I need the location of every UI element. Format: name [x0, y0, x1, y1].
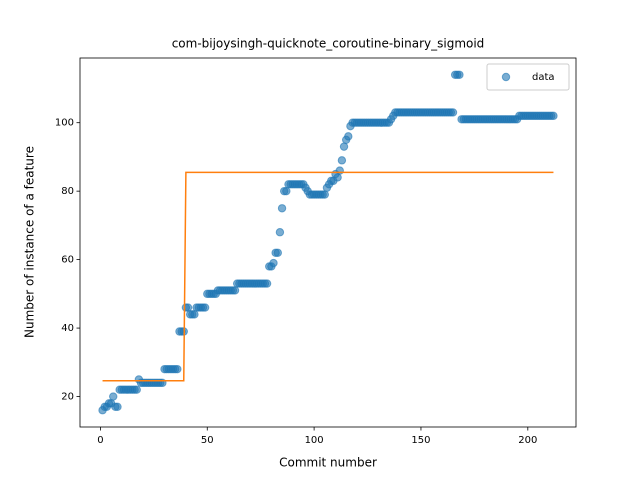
x-axis-label: Commit number	[279, 456, 377, 470]
y-tick-label: 40	[61, 323, 74, 334]
y-tick-label: 20	[61, 392, 74, 403]
data-point	[320, 190, 329, 199]
x-tick-label: 50	[201, 435, 214, 446]
chart-title: com-bijoysingh-quicknote_coroutine-binar…	[172, 37, 485, 51]
fit-line	[102, 171, 554, 382]
data-point	[277, 204, 287, 213]
data-point	[113, 402, 122, 412]
legend-box	[486, 63, 570, 91]
data-point	[333, 173, 342, 182]
plot-frame	[79, 57, 577, 428]
data-point	[273, 248, 282, 257]
data-point	[173, 364, 182, 374]
data-point	[339, 142, 349, 151]
data-point	[337, 156, 347, 165]
data-point	[549, 111, 558, 121]
data-point	[109, 392, 118, 401]
data-point	[455, 70, 464, 79]
y-axis-label: Number of instance of a feature	[23, 146, 37, 338]
data-point	[282, 186, 291, 196]
x-tick-label: 150	[411, 435, 430, 446]
data-point	[183, 303, 193, 312]
data-point	[262, 279, 272, 288]
data-point	[269, 258, 278, 268]
legend-marker	[501, 72, 511, 82]
data-point	[275, 228, 285, 237]
y-tick-label: 60	[61, 255, 74, 266]
data-point	[335, 166, 344, 175]
x-tick-label: 0	[97, 435, 103, 446]
y-tick-label: 100	[55, 118, 74, 129]
y-tick-label: 80	[61, 186, 74, 197]
data-point	[200, 303, 210, 312]
data-point	[132, 385, 141, 394]
data-point	[190, 310, 199, 319]
x-tick-label: 100	[305, 435, 324, 446]
x-tick-label: 200	[518, 435, 537, 446]
data-point	[344, 132, 353, 141]
data-point	[230, 286, 240, 295]
legend-label: data	[532, 72, 555, 83]
data-point	[448, 108, 458, 117]
